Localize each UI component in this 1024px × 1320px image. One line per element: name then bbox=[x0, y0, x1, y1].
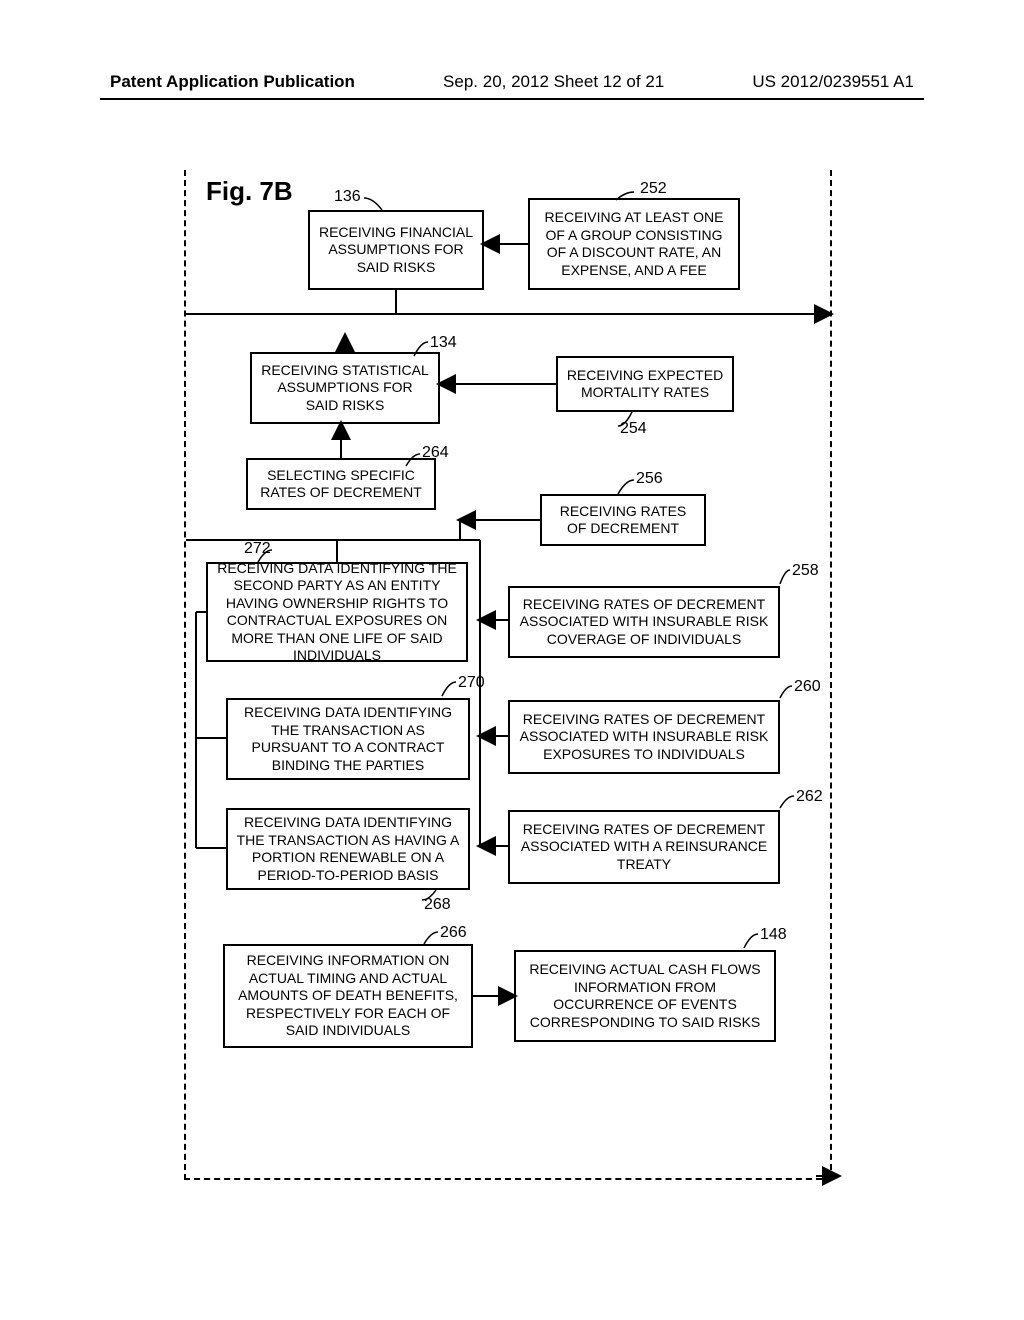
box-272-text: RECEIVING DATA IDENTIFYING THE SECOND PA… bbox=[216, 560, 458, 665]
box-134-text: RECEIVING STATISTICAL ASSUMPTIONS FOR SA… bbox=[260, 362, 430, 415]
box-266-text: RECEIVING INFORMATION ON ACTUAL TIMING A… bbox=[233, 952, 463, 1040]
box-262: RECEIVING RATES OF DECREMENT ASSOCIATED … bbox=[508, 810, 780, 884]
box-148-text: RECEIVING ACTUAL CASH FLOWS INFORMATION … bbox=[524, 961, 766, 1031]
header-right: US 2012/0239551 A1 bbox=[752, 72, 914, 92]
ref-134: 134 bbox=[430, 334, 457, 352]
box-272: RECEIVING DATA IDENTIFYING THE SECOND PA… bbox=[206, 562, 468, 662]
ref-252: 252 bbox=[640, 180, 667, 198]
box-268-text: RECEIVING DATA IDENTIFYING THE TRANSACTI… bbox=[236, 814, 460, 884]
box-136-text: RECEIVING FINANCIAL ASSUMPTIONS FOR SAID… bbox=[318, 224, 474, 277]
box-264-text: SELECTING SPECIFIC RATES OF DECREMENT bbox=[256, 467, 426, 502]
header-mid: Sep. 20, 2012 Sheet 12 of 21 bbox=[443, 72, 664, 92]
box-148: RECEIVING ACTUAL CASH FLOWS INFORMATION … bbox=[514, 950, 776, 1042]
ref-268: 268 bbox=[424, 896, 451, 914]
ref-256: 256 bbox=[636, 470, 663, 488]
ref-148: 148 bbox=[760, 926, 787, 944]
ref-260: 260 bbox=[794, 678, 821, 696]
box-258-text: RECEIVING RATES OF DECREMENT ASSOCIATED … bbox=[518, 596, 770, 649]
box-254-text: RECEIVING EXPECTED MORTALITY RATES bbox=[566, 367, 724, 402]
box-256: RECEIVING RATES OF DECREMENT bbox=[540, 494, 706, 546]
ref-266: 266 bbox=[440, 924, 467, 942]
ref-136: 136 bbox=[334, 188, 361, 206]
box-268: RECEIVING DATA IDENTIFYING THE TRANSACTI… bbox=[226, 808, 470, 890]
box-252-text: RECEIVING AT LEAST ONE OF A GROUP CONSIS… bbox=[538, 209, 730, 279]
ref-254: 254 bbox=[620, 420, 647, 438]
box-252: RECEIVING AT LEAST ONE OF A GROUP CONSIS… bbox=[528, 198, 740, 290]
header-left: Patent Application Publication bbox=[110, 72, 355, 92]
box-260: RECEIVING RATES OF DECREMENT ASSOCIATED … bbox=[508, 700, 780, 774]
box-260-text: RECEIVING RATES OF DECREMENT ASSOCIATED … bbox=[518, 711, 770, 764]
header-rule bbox=[100, 98, 924, 100]
page: Patent Application Publication Sep. 20, … bbox=[0, 0, 1024, 1320]
ref-270: 270 bbox=[458, 674, 485, 692]
box-258: RECEIVING RATES OF DECREMENT ASSOCIATED … bbox=[508, 586, 780, 658]
box-254: RECEIVING EXPECTED MORTALITY RATES bbox=[556, 356, 734, 412]
box-256-text: RECEIVING RATES OF DECREMENT bbox=[550, 503, 696, 538]
box-264: SELECTING SPECIFIC RATES OF DECREMENT bbox=[246, 458, 436, 510]
ref-264: 264 bbox=[422, 444, 449, 462]
ref-262: 262 bbox=[796, 788, 823, 806]
ref-258: 258 bbox=[792, 562, 819, 580]
box-134: RECEIVING STATISTICAL ASSUMPTIONS FOR SA… bbox=[250, 352, 440, 424]
ref-272: 272 bbox=[244, 540, 271, 558]
box-136: RECEIVING FINANCIAL ASSUMPTIONS FOR SAID… bbox=[308, 210, 484, 290]
box-270: RECEIVING DATA IDENTIFYING THE TRANSACTI… bbox=[226, 698, 470, 780]
box-266: RECEIVING INFORMATION ON ACTUAL TIMING A… bbox=[223, 944, 473, 1048]
box-262-text: RECEIVING RATES OF DECREMENT ASSOCIATED … bbox=[518, 821, 770, 874]
page-header: Patent Application Publication Sep. 20, … bbox=[0, 72, 1024, 92]
box-270-text: RECEIVING DATA IDENTIFYING THE TRANSACTI… bbox=[236, 704, 460, 774]
